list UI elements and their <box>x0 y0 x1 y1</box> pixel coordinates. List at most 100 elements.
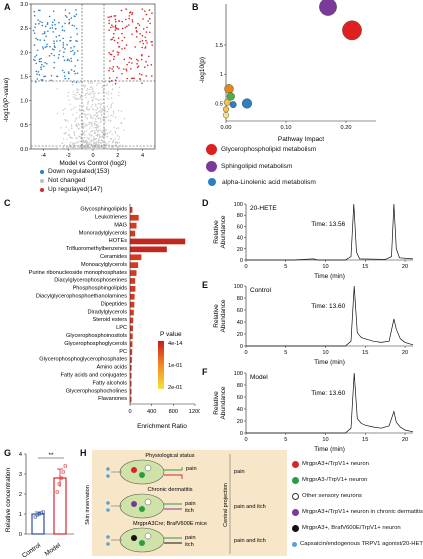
row3-out-itch: itch <box>185 542 194 548</box>
up-regulated-point <box>116 27 118 30</box>
up-regulated-point <box>125 8 127 10</box>
not-changed-point <box>78 147 81 149</box>
not-changed-point <box>91 87 94 89</box>
row1-agonist <box>106 467 110 471</box>
concentration-point <box>41 510 45 514</box>
enrichment-bar <box>130 317 134 324</box>
up-regulated-point <box>137 59 139 62</box>
up-regulated-point <box>121 20 123 23</box>
not-changed-point <box>100 142 102 145</box>
down-regulated-point <box>63 59 66 62</box>
enrichment-category-label: Diradylglycerols <box>88 309 128 315</box>
up-regulated-point <box>148 18 151 20</box>
up-regulated-point <box>123 36 126 39</box>
down-regulated-point <box>36 49 39 52</box>
not-changed-point <box>75 98 78 101</box>
not-changed-point <box>86 137 88 139</box>
enrichment-category-label: Flavanones <box>98 396 127 402</box>
enrichment-category-label: Purine ribonucleoside monophosphates <box>29 270 127 276</box>
not-changed-point <box>110 119 112 122</box>
not-changed-point <box>98 136 101 138</box>
up-regulated-point <box>142 42 145 45</box>
up-regulated-point <box>151 40 153 43</box>
not-changed-point <box>93 114 95 117</box>
not-changed-point <box>99 148 101 150</box>
not-changed-point <box>98 143 100 146</box>
neuron-legend-dot <box>292 541 297 547</box>
up-regulated-point <box>136 66 139 69</box>
not-changed-point <box>72 93 75 96</box>
down-regulated-point <box>45 45 48 48</box>
not-changed-point <box>90 141 93 143</box>
not-changed-point <box>71 143 74 145</box>
chrom-ylabel-group: Relative Abundance <box>213 386 227 419</box>
not-changed-point <box>116 141 118 143</box>
not-changed-point <box>67 95 69 97</box>
down-regulated-point <box>67 58 69 60</box>
not-changed-point <box>79 105 81 107</box>
up-regulated-point <box>151 12 153 14</box>
down-regulated-point <box>43 75 45 78</box>
not-changed-point <box>89 114 92 117</box>
not-changed-point <box>100 118 102 120</box>
up-regulated-point <box>145 60 147 63</box>
volcano-y-tick-label: 0.5 <box>20 123 28 129</box>
enrichment-category-label: MAG <box>114 222 127 228</box>
down-regulated-point <box>35 81 37 83</box>
not-changed-point <box>121 146 123 148</box>
up-regulated-point <box>139 32 141 35</box>
up-regulated-point <box>145 75 147 77</box>
up-regulated-point <box>131 33 133 35</box>
up-regulated-point <box>112 70 115 72</box>
not-changed-point <box>97 114 99 117</box>
up-regulated-point <box>126 77 128 80</box>
not-changed-point <box>87 109 90 111</box>
not-changed-point <box>118 136 121 138</box>
up-regulated-point <box>147 20 149 22</box>
not-changed-point <box>69 103 71 105</box>
down-regulated-point <box>75 27 78 30</box>
not-changed-point <box>86 92 89 94</box>
panel-letter-h: H <box>80 448 87 458</box>
not-changed-point <box>97 140 100 142</box>
volcano-x-tick-label: 2 <box>116 153 119 159</box>
enrichment-category-label: LPC <box>116 325 127 331</box>
down-regulated-point <box>53 42 55 45</box>
down-regulated-point <box>39 39 41 41</box>
down-regulated-point <box>68 22 70 25</box>
not-changed-point <box>97 129 99 132</box>
not-changed-point <box>69 148 72 150</box>
up-regulated-point <box>122 68 125 70</box>
not-changed-point <box>94 143 97 145</box>
not-changed-point <box>78 127 80 130</box>
not-changed-point <box>72 108 75 110</box>
concentration-point <box>33 515 37 519</box>
chromatogram-control: 0 20 40 60 80 100 0 5 10 15 20 Relative Abundance Tim… <box>213 284 414 366</box>
not-changed-point <box>101 108 103 110</box>
not-changed-point <box>86 141 88 144</box>
not-changed-point <box>108 108 110 110</box>
down-regulated-point <box>53 54 55 57</box>
up-regulated-point <box>141 34 144 37</box>
not-changed-point <box>82 126 84 128</box>
pathway-impact-plot: -log10(p) 0.5 1 1.5 0.00 0.10 0.20 Pathway I… <box>199 0 376 143</box>
up-regulated-point <box>113 32 115 35</box>
up-regulated-point <box>120 9 123 12</box>
up-regulated-point <box>123 47 126 50</box>
down-regulated-point <box>61 29 64 32</box>
legend-label-glycerophospholipid: Glycerophospholipid metabolism <box>221 146 317 153</box>
enrichment-bars <box>130 207 186 403</box>
not-changed-point <box>97 117 99 120</box>
chrom-y-tick-label: 60 <box>237 308 243 314</box>
up-regulated-point <box>112 65 115 68</box>
up-regulated-point <box>139 78 141 80</box>
not-changed-point <box>70 141 72 144</box>
not-changed-point <box>101 136 103 139</box>
not-changed-point <box>93 95 96 97</box>
up-regulated-point <box>121 27 124 30</box>
not-changed-point <box>93 109 95 111</box>
enrichment-category-label: PC <box>119 349 127 355</box>
down-regulated-point <box>53 48 55 51</box>
chrom-y-tick-label: 60 <box>237 224 243 230</box>
enrichment-category-label: Glycerophosphocholines <box>66 388 127 394</box>
